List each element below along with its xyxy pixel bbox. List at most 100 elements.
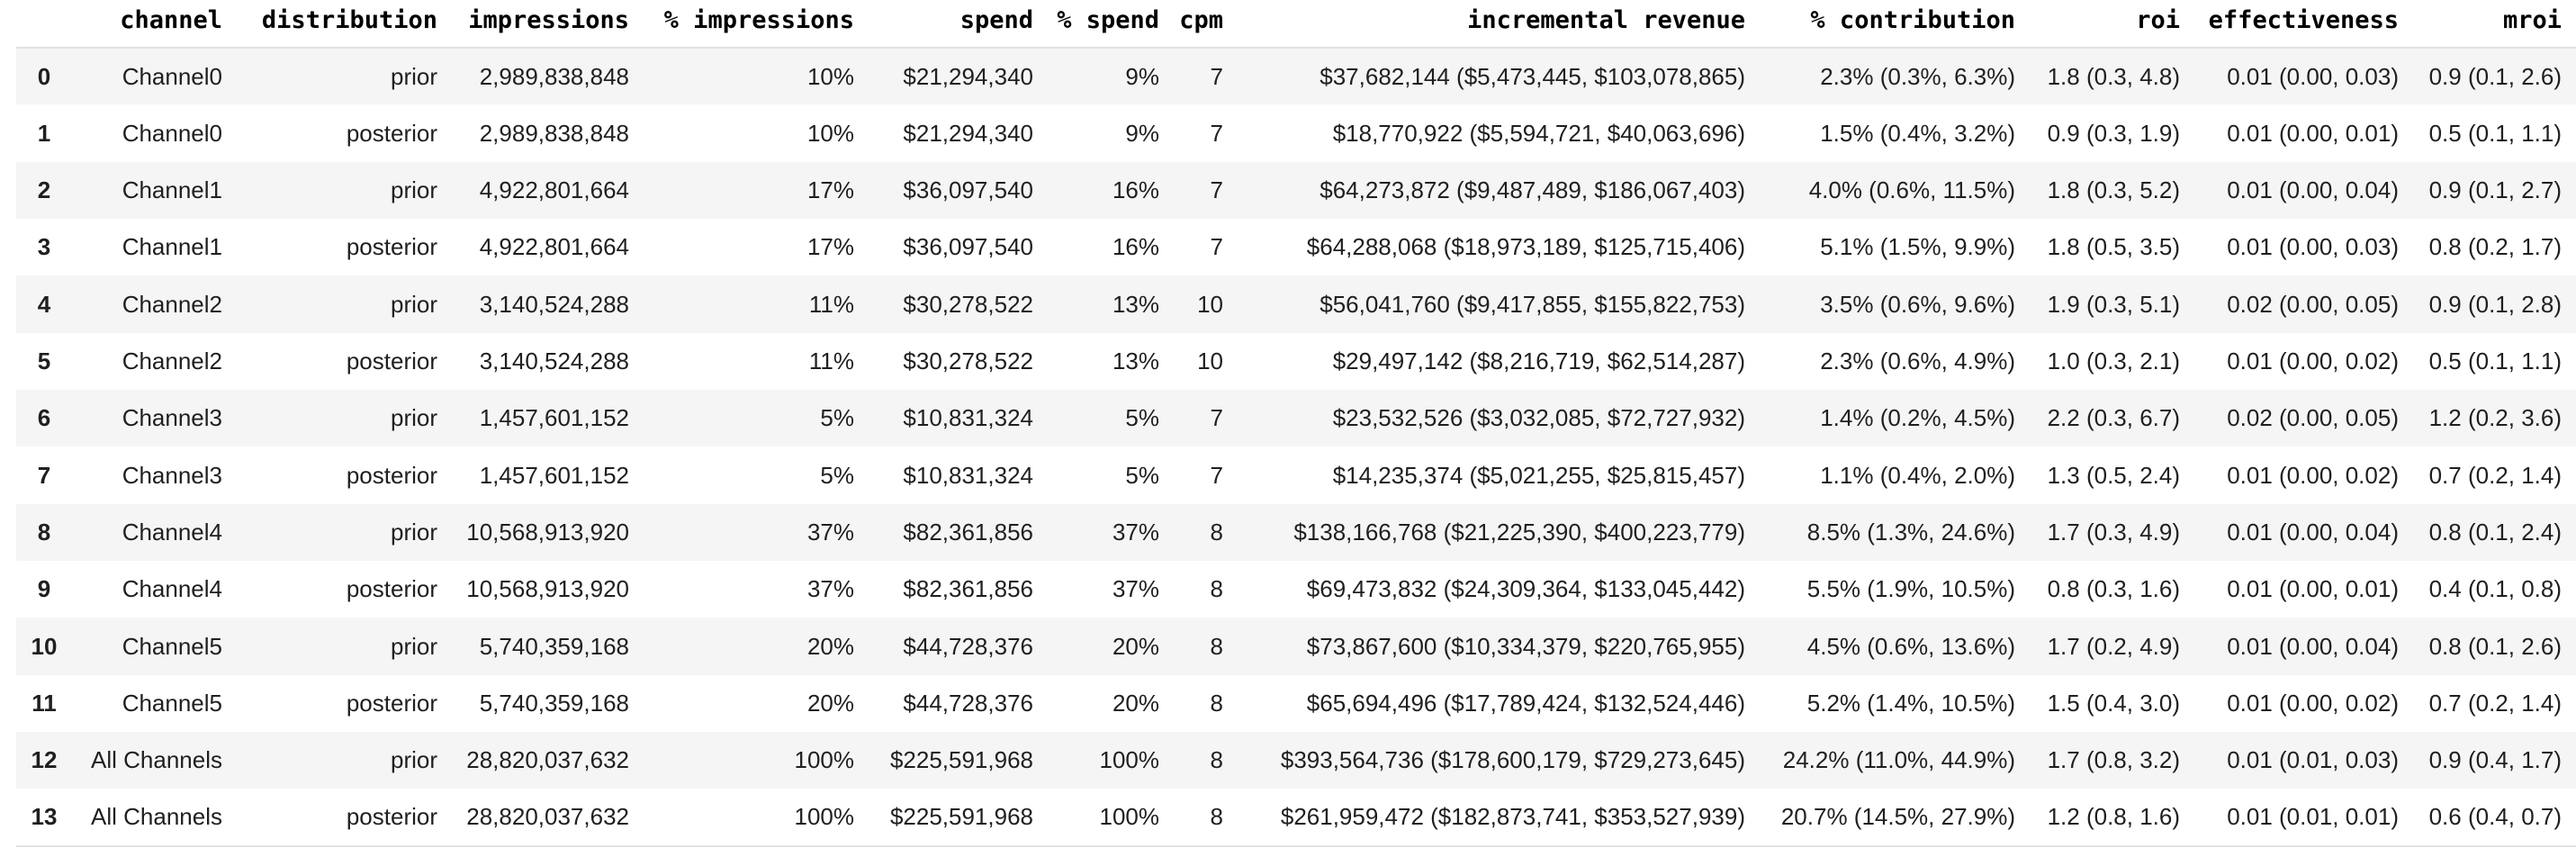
row-index-label: 12	[31, 746, 58, 774]
cell-spend: $30,278,522	[903, 347, 1033, 374]
cell-pct-spend: 37%	[1112, 518, 1159, 546]
cell-incremental-revenue: $64,288,068 ($18,973,189, $125,715,406)	[1306, 233, 1745, 261]
cell-distribution: prior	[390, 632, 437, 660]
cell-distribution: prior	[390, 290, 437, 318]
cell-mroi: 0.6 (0.4, 0.7)	[2428, 803, 2562, 831]
cell-effectiveness: 0.01 (0.00, 0.04)	[2227, 518, 2399, 546]
cell-incremental-revenue: $64,273,872 ($9,487,489, $186,067,403)	[1320, 176, 1745, 203]
cell-roi: 1.0 (0.3, 2.1)	[2047, 347, 2180, 374]
column-header-incremental-revenue: incremental revenue	[1238, 0, 1760, 49]
cell-cpm: 10	[1197, 290, 1223, 318]
cell-roi: 1.7 (0.2, 4.9)	[2047, 632, 2180, 660]
cell-pct-impressions: 100%	[794, 746, 855, 774]
cell-spend: $10,831,324	[903, 404, 1033, 432]
cell-mroi: 0.7 (0.2, 1.4)	[2428, 689, 2562, 717]
cell-cpm: 8	[1210, 575, 1223, 603]
table-row: 13 All Channels posterior 28,820,037,632 100…	[16, 789, 2576, 845]
row-index-label: 7	[37, 461, 51, 489]
cell-mroi: 0.7 (0.2, 1.4)	[2428, 461, 2562, 489]
cell-pct-contribution: 4.0% (0.6%, 11.5%)	[1808, 176, 2015, 203]
cell-distribution: prior	[390, 518, 437, 546]
cell-distribution: posterior	[346, 803, 437, 831]
cell-channel: Channel2	[122, 347, 222, 374]
table-row: 10 Channel5 prior 5,740,359,168 20% $44,728,3…	[16, 618, 2576, 675]
cell-impressions: 3,140,524,288	[479, 290, 629, 318]
cell-mroi: 0.8 (0.2, 1.7)	[2428, 233, 2562, 261]
column-header-channel: channel	[72, 0, 237, 49]
table-row: 2 Channel1 prior 4,922,801,664 17% $36,097,54…	[16, 161, 2576, 220]
cell-channel: All Channels	[91, 803, 222, 831]
cell-cpm: 10	[1197, 347, 1223, 374]
cell-effectiveness: 0.02 (0.00, 0.05)	[2227, 290, 2399, 318]
cell-effectiveness: 0.01 (0.00, 0.02)	[2227, 689, 2399, 717]
cell-mroi: 0.9 (0.1, 2.6)	[2428, 62, 2562, 90]
cell-spend: $225,591,968	[889, 746, 1033, 774]
cell-incremental-revenue: $18,770,922 ($5,594,721, $40,063,696)	[1332, 119, 1745, 147]
table-row: 0 Channel0 prior 2,989,838,848 10% $21,294,34…	[16, 48, 2576, 105]
cell-channel: Channel1	[122, 176, 222, 203]
column-header-pct-contribution: % contribution	[1760, 0, 2030, 49]
row-index-label: 10	[31, 632, 58, 660]
cell-channel: All Channels	[91, 746, 222, 774]
cell-pct-spend: 9%	[1125, 119, 1159, 147]
cell-effectiveness: 0.01 (0.00, 0.03)	[2227, 62, 2399, 90]
cell-roi: 1.5 (0.4, 3.0)	[2047, 689, 2180, 717]
cell-distribution: posterior	[346, 119, 437, 147]
table-row: 1 Channel0 posterior 2,989,838,848 10% $21,29…	[16, 104, 2576, 161]
cell-pct-spend: 16%	[1112, 233, 1159, 261]
cell-pct-contribution: 1.5% (0.4%, 3.2%)	[1820, 119, 2015, 147]
cell-distribution: posterior	[346, 689, 437, 717]
cell-distribution: posterior	[346, 233, 437, 261]
row-index-label: 5	[37, 347, 51, 374]
table-row: 6 Channel3 prior 1,457,601,152 5% $10,831,324…	[16, 390, 2576, 447]
cell-mroi: 0.8 (0.1, 2.4)	[2428, 518, 2562, 546]
cell-effectiveness: 0.01 (0.00, 0.04)	[2227, 176, 2399, 203]
cell-cpm: 7	[1210, 233, 1223, 261]
cell-pct-contribution: 5.2% (1.4%, 10.5%)	[1806, 689, 2015, 717]
table-row: 9 Channel4 posterior 10,568,913,920 37% $82,3…	[16, 561, 2576, 618]
cell-pct-impressions: 20%	[806, 689, 854, 717]
cell-impressions: 28,820,037,632	[466, 803, 629, 831]
cell-cpm: 7	[1210, 461, 1223, 489]
cell-channel: Channel2	[122, 290, 222, 318]
cell-channel: Channel3	[122, 461, 222, 489]
cell-impressions: 5,740,359,168	[479, 689, 629, 717]
table-row: 3 Channel1 posterior 4,922,801,664 17% $36,09…	[16, 219, 2576, 275]
cell-roi: 2.2 (0.3, 6.7)	[2047, 404, 2180, 432]
cell-incremental-revenue: $37,682,144 ($5,473,445, $103,078,865)	[1320, 62, 1745, 90]
cell-pct-spend: 16%	[1112, 176, 1159, 203]
cell-pct-spend: 13%	[1112, 347, 1159, 374]
cell-pct-impressions: 11%	[808, 290, 854, 318]
cell-impressions: 10,568,913,920	[466, 575, 629, 603]
cell-cpm: 8	[1210, 632, 1223, 660]
cell-roi: 1.2 (0.8, 1.6)	[2047, 803, 2180, 831]
cell-roi: 1.8 (0.3, 5.2)	[2047, 176, 2180, 203]
cell-effectiveness: 0.01 (0.00, 0.03)	[2227, 233, 2399, 261]
column-header-effectiveness: effectiveness	[2194, 0, 2413, 49]
cell-channel: Channel5	[122, 632, 222, 660]
table-body: 0 Channel0 prior 2,989,838,848 10% $21,294,34…	[16, 48, 2576, 846]
cell-channel: Channel1	[122, 233, 222, 261]
row-index-label: 4	[37, 290, 51, 318]
cell-mroi: 0.9 (0.1, 2.7)	[2428, 176, 2562, 203]
cell-incremental-revenue: $23,532,526 ($3,032,085, $72,727,932)	[1332, 404, 1745, 432]
cell-cpm: 7	[1210, 176, 1223, 203]
cell-spend: $21,294,340	[903, 62, 1033, 90]
cell-pct-impressions: 5%	[820, 404, 854, 432]
cell-distribution: posterior	[346, 461, 437, 489]
row-index-label: 1	[37, 119, 51, 147]
cell-incremental-revenue: $393,564,736 ($178,600,179, $729,273,645…	[1280, 746, 1745, 774]
cell-distribution: prior	[390, 404, 437, 432]
table-row: 4 Channel2 prior 3,140,524,288 11% $30,278,52…	[16, 275, 2576, 333]
cell-impressions: 28,820,037,632	[466, 746, 629, 774]
cell-pct-contribution: 2.3% (0.6%, 4.9%)	[1820, 347, 2015, 374]
column-header-distribution: distribution	[237, 0, 452, 49]
cell-effectiveness: 0.02 (0.00, 0.05)	[2227, 404, 2399, 432]
cell-roi: 1.3 (0.5, 2.4)	[2047, 461, 2180, 489]
cell-channel: Channel4	[122, 575, 222, 603]
row-index-label: 2	[37, 176, 51, 203]
column-header-impressions: impressions	[452, 0, 644, 49]
cell-distribution: prior	[390, 62, 437, 90]
cell-impressions: 10,568,913,920	[466, 518, 629, 546]
cell-pct-impressions: 11%	[808, 347, 854, 374]
